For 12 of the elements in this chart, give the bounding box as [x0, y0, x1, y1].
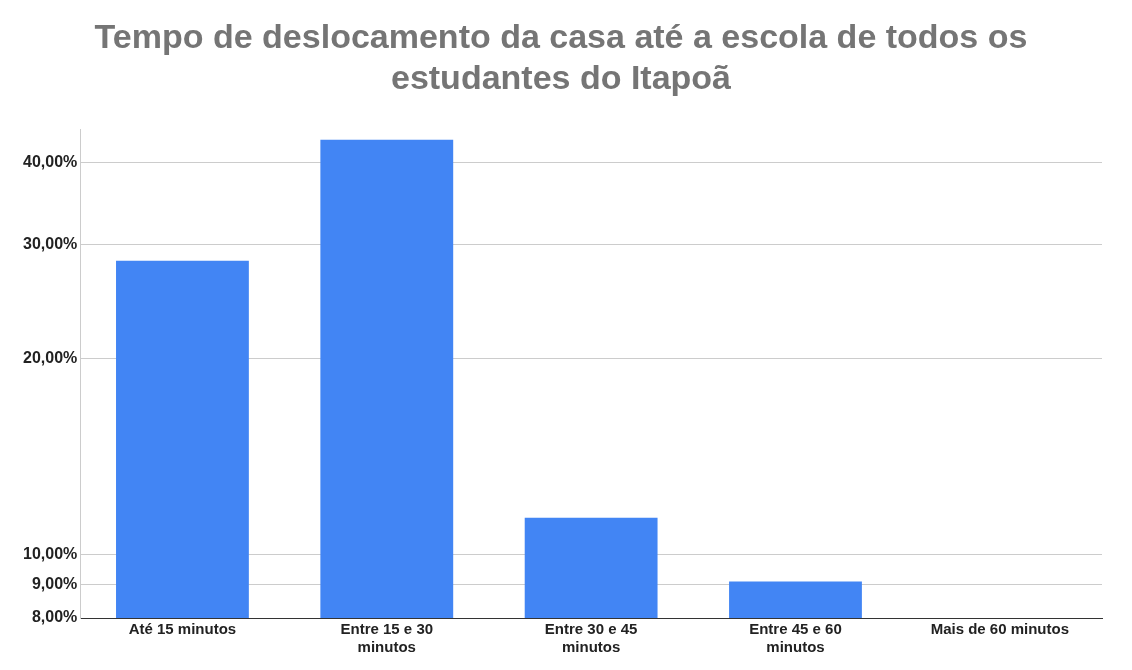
- chart-title: Tempo de deslocamento da casa até a escola de todos os estudantes do Itapoã: [94, 16, 1028, 96]
- y-tick-label: 30,00%: [23, 234, 78, 252]
- x-tick-label: Até 15 minutos: [128, 620, 237, 638]
- y-tick-label: 20,00%: [23, 349, 78, 367]
- x-tick-label: Entre 45 e 60 minutos: [749, 620, 842, 656]
- x-tick-label: Entre 15 e 30 minutos: [340, 620, 434, 656]
- x-tick-label: Entre 30 e 45 minutos: [544, 620, 638, 656]
- y-tick-label: 10,00%: [23, 545, 78, 563]
- x-tick-label: Mais de 60 minutos: [930, 620, 1070, 638]
- y-tick-label: 8,00%: [31, 608, 78, 626]
- y-tick-label: 40,00%: [23, 153, 78, 171]
- y-tick-label: 9,00%: [31, 575, 78, 593]
